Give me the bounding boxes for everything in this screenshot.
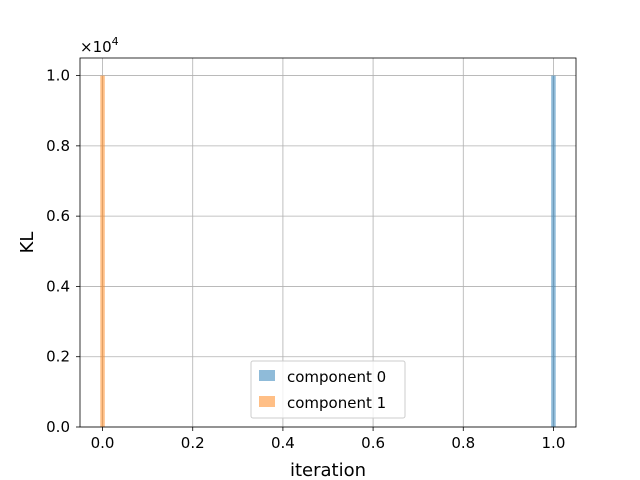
y-axis-multiplier-base: ×10 [80, 38, 112, 56]
x-tick-label: 0.4 [271, 434, 295, 452]
legend-label-component-0: component 0 [287, 368, 386, 386]
x-tick-label: 0.0 [91, 434, 115, 452]
y-tick-label: 1.0 [46, 67, 70, 85]
legend-label-component-1: component 1 [287, 394, 386, 412]
y-axis-multiplier: ×104 [80, 35, 119, 56]
x-tick-label: 0.6 [361, 434, 385, 452]
y-tick-label: 0.8 [46, 137, 70, 155]
legend-box [250, 360, 406, 419]
x-tick-label: 0.2 [181, 434, 205, 452]
y-tick-label: 0.6 [46, 207, 70, 225]
bars [100, 75, 556, 428]
bar-component-1 [100, 75, 105, 428]
bar-component-0 [551, 75, 556, 428]
x-axis-label: iteration [290, 460, 366, 480]
y-tick-label: 0.4 [46, 277, 70, 295]
x-axis-ticks: 0.0 0.2 0.4 0.6 0.8 1.0 [91, 427, 566, 452]
plot-frame [79, 57, 577, 428]
y-tick-label: 0.2 [46, 348, 70, 366]
legend: component 0 component 1 [250, 360, 406, 419]
x-tick-label: 1.0 [542, 434, 566, 452]
y-axis-label: KL [17, 232, 38, 254]
y-axis-multiplier-exponent: 4 [112, 35, 119, 48]
y-axis-ticks: 0.0 0.2 0.4 0.6 0.8 1.0 [46, 67, 80, 436]
x-tick-label: 0.8 [451, 434, 475, 452]
y-tick-label: 0.0 [46, 418, 70, 436]
legend-swatch-component-1 [259, 396, 275, 407]
legend-swatch-component-0 [259, 370, 275, 381]
